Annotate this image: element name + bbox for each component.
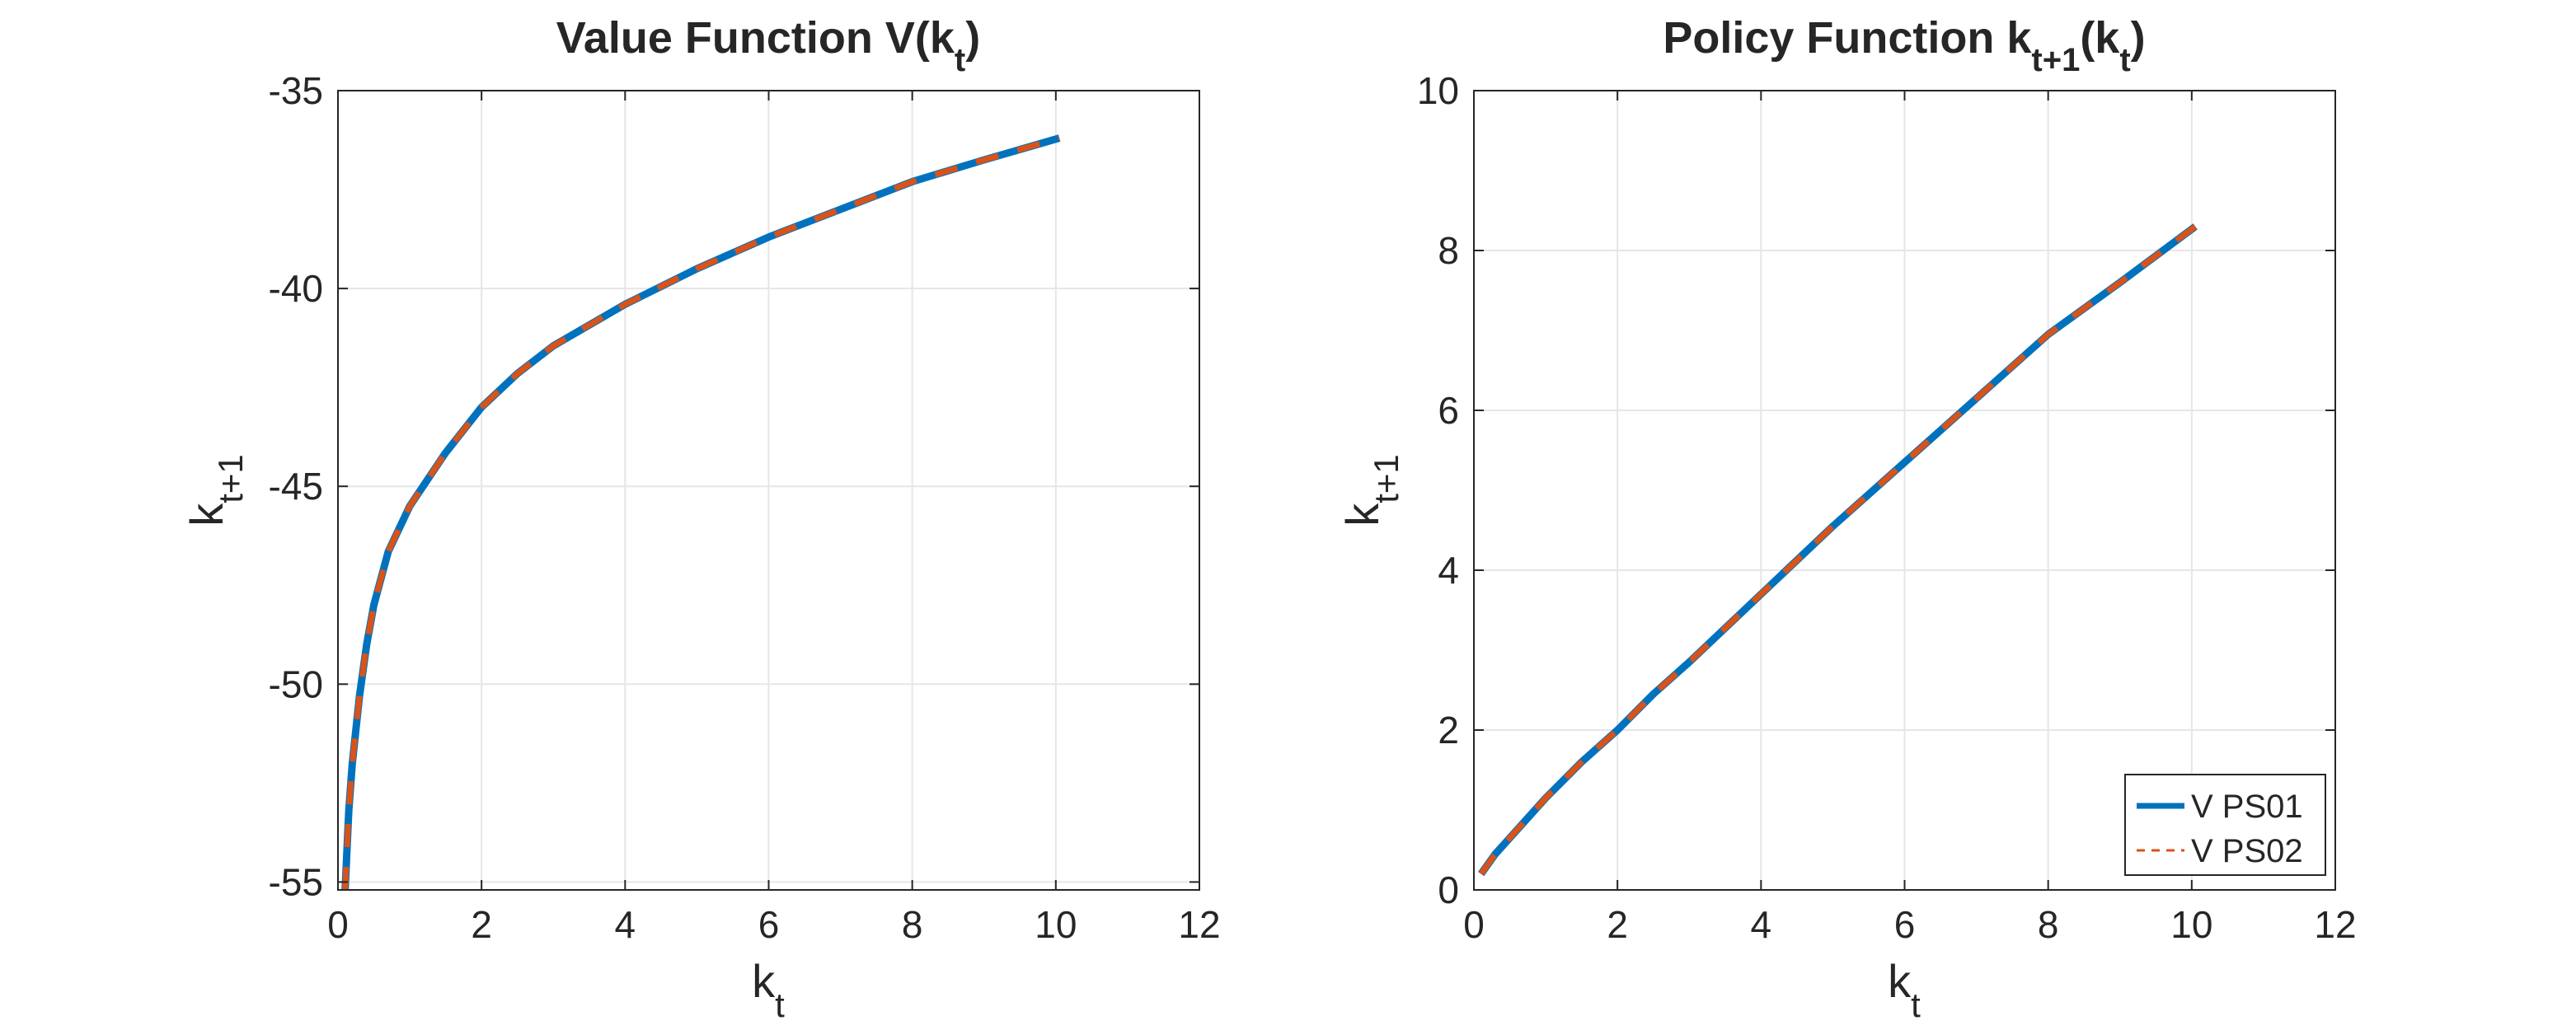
y-tick-label: 0	[1438, 868, 1459, 911]
tick-marks: 0 2 4 6 8 10 12 0 2 4 6 8 10	[1417, 69, 2357, 946]
y-tick-label: 6	[1438, 389, 1459, 432]
x-tick-label: 8	[902, 903, 923, 946]
x-tick-label: 4	[615, 903, 636, 946]
y-tick-label: 2	[1438, 709, 1459, 751]
y-tick-label: 10	[1417, 69, 1459, 112]
x-tick-label: 10	[1035, 903, 1077, 946]
x-tick-label: 0	[327, 903, 349, 946]
legend-label-series-1: V PS01	[2191, 789, 2303, 825]
y-tick-label: -50	[269, 662, 323, 705]
y-tick-label: 8	[1438, 229, 1459, 272]
series-lines	[341, 134, 1061, 891]
x-tick-label: 6	[758, 903, 780, 946]
x-tick-label: 2	[471, 903, 492, 946]
x-axis-label: kt	[1888, 955, 1921, 1024]
y-tick-label: -45	[269, 465, 323, 508]
series-lines	[1478, 223, 2198, 877]
series-line-2	[1478, 224, 2198, 876]
y-tick-label: -40	[269, 267, 323, 310]
y-axis-label: kt+1	[1336, 454, 1405, 527]
x-tick-label: 4	[1751, 903, 1772, 946]
x-tick-label: 8	[2038, 903, 2059, 946]
series-line-2	[342, 135, 1061, 891]
policy-function-panel: 0 2 4 6 8 10 12 0 2 4 6 8 10 Policy Function kt+1(kt…	[1336, 13, 2357, 1024]
y-tick-label: 4	[1438, 549, 1459, 592]
y-axis-label: kt+1	[181, 454, 250, 527]
y-tick-label: -35	[269, 69, 323, 112]
legend-box	[2124, 774, 2326, 876]
x-tick-label: 12	[2314, 903, 2356, 946]
x-axis-label: kt	[752, 955, 785, 1024]
x-tick-label: 0	[1463, 903, 1485, 946]
x-tick-label: 12	[1178, 903, 1220, 946]
x-tick-label: 10	[2170, 903, 2212, 946]
legend-label-series-2: V PS02	[2191, 833, 2303, 869]
tick-marks: 0 2 4 6 8 10 12 -55 -50 -45 -40 -35	[269, 69, 1221, 946]
x-tick-label: 6	[1894, 903, 1916, 946]
legend: V PS01 V PS02	[2124, 774, 2326, 876]
y-tick-label: -55	[269, 860, 323, 903]
chart-title: Policy Function kt+1(kt)	[1663, 13, 2145, 78]
chart-title: Value Function V(kt)	[556, 13, 980, 78]
value-function-panel: 0 2 4 6 8 10 12 -55 -50 -45 -40 -35 Value Function …	[181, 13, 1221, 1024]
x-tick-label: 2	[1607, 903, 1628, 946]
